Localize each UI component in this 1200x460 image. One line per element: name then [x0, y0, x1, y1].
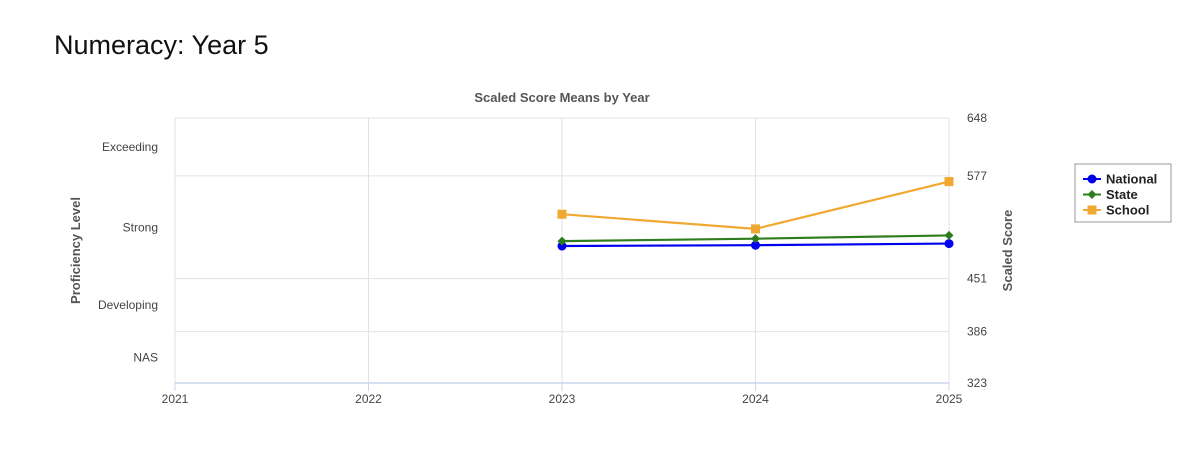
legend-label: National	[1106, 172, 1157, 187]
data-point-state	[751, 234, 760, 244]
legend-label: State	[1106, 187, 1138, 202]
x-axis: 2021 2022 2023 2024 2025	[162, 383, 963, 406]
series-state	[557, 230, 954, 246]
series-school	[557, 177, 954, 234]
proficiency-band-label: Exceeding	[102, 140, 158, 154]
data-point-state	[557, 236, 567, 246]
series-group	[557, 177, 954, 251]
x-tick-label: 2021	[162, 392, 189, 406]
legend-marker-national	[1087, 174, 1097, 184]
proficiency-band-label: Developing	[98, 298, 158, 312]
data-point-national	[944, 239, 954, 249]
series-national	[557, 239, 954, 251]
y-tick-label: 386	[967, 325, 987, 339]
legend-label: School	[1106, 203, 1149, 218]
data-point-school	[944, 177, 954, 187]
data-point-school	[557, 209, 567, 219]
right-y-axis-title: Scaled Score	[1000, 210, 1015, 292]
y-tick-label: 577	[967, 169, 987, 183]
right-y-axis: 323 386 451 577 648	[967, 111, 987, 390]
legend-item-state[interactable]: State	[1083, 187, 1138, 202]
proficiency-band-label: Strong	[123, 220, 158, 234]
data-point-state	[944, 230, 954, 240]
proficiency-band-labels: NAS Developing Strong Exceeding	[98, 140, 158, 364]
chart-title: Scaled Score Means by Year	[474, 90, 649, 105]
x-tick-label: 2025	[936, 392, 963, 406]
x-tick-label: 2023	[549, 392, 576, 406]
legend-item-national[interactable]: National	[1083, 172, 1157, 187]
y-tick-label: 323	[967, 376, 987, 390]
page-title: Numeracy: Year 5	[54, 30, 269, 60]
legend-marker-state	[1087, 190, 1097, 199]
legend-marker-school	[1087, 205, 1097, 215]
data-point-school	[751, 224, 760, 234]
proficiency-band-label: NAS	[133, 350, 158, 364]
data-point-national	[557, 241, 567, 251]
data-point-national	[751, 240, 760, 250]
x-tick-label: 2022	[355, 392, 382, 406]
y-tick-label: 451	[967, 272, 987, 286]
legend-item-school[interactable]: School	[1083, 203, 1149, 218]
x-tick-label: 2024	[742, 392, 769, 406]
left-y-axis-title: Proficiency Level	[68, 197, 83, 304]
y-tick-label: 648	[967, 111, 987, 125]
